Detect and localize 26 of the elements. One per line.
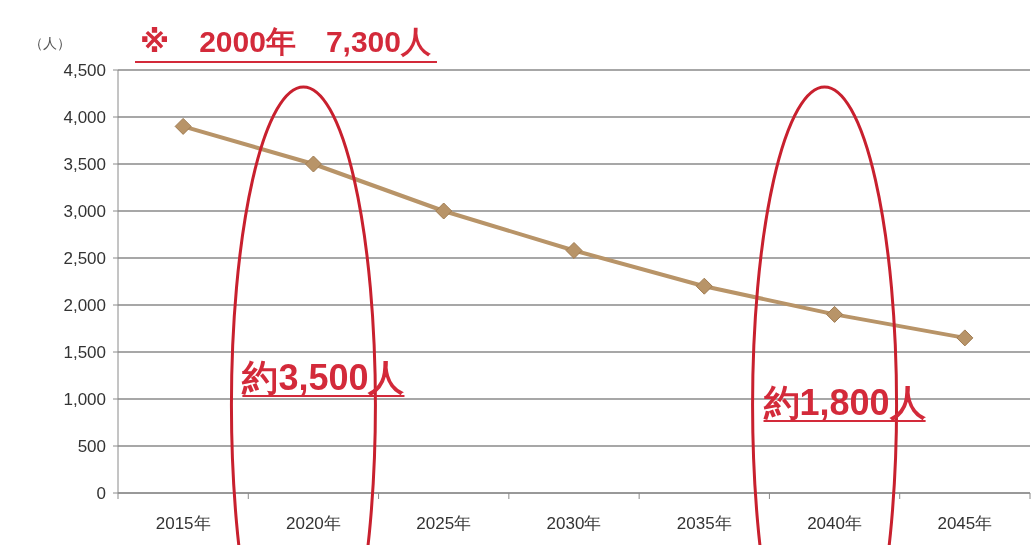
point	[695, 277, 713, 295]
x-tick-label: 2025年	[416, 514, 472, 533]
y-tick-label: 4,500	[63, 61, 106, 80]
x-tick-label: 2015年	[155, 514, 211, 533]
x-tick-label: 2035年	[676, 514, 732, 533]
point	[304, 155, 322, 173]
point	[565, 241, 583, 259]
y-tick-label: 2,500	[63, 249, 106, 268]
y-tick-label: 2,000	[63, 296, 106, 315]
y-tick-label: 4,000	[63, 108, 106, 127]
point	[956, 329, 974, 347]
point	[174, 117, 192, 135]
y-tick-label: 1,000	[63, 390, 106, 409]
point	[826, 305, 844, 323]
y-tick-label: 0	[96, 484, 106, 503]
x-tick-label: 2030年	[546, 514, 602, 533]
y-axis-title: （人）	[29, 35, 71, 51]
y-tick-label: 1,500	[63, 343, 106, 362]
y-tick-label: 3,000	[63, 202, 106, 221]
point	[435, 202, 453, 220]
x-tick-label: 2040年	[807, 514, 862, 533]
x-tick-label: 2045年	[937, 514, 993, 533]
x-tick-label: 2020年	[286, 514, 341, 533]
text: ※ 2000年 7,300人	[140, 25, 432, 58]
y-tick-label: 500	[77, 437, 106, 456]
y-tick-label: 3,500	[63, 155, 106, 174]
